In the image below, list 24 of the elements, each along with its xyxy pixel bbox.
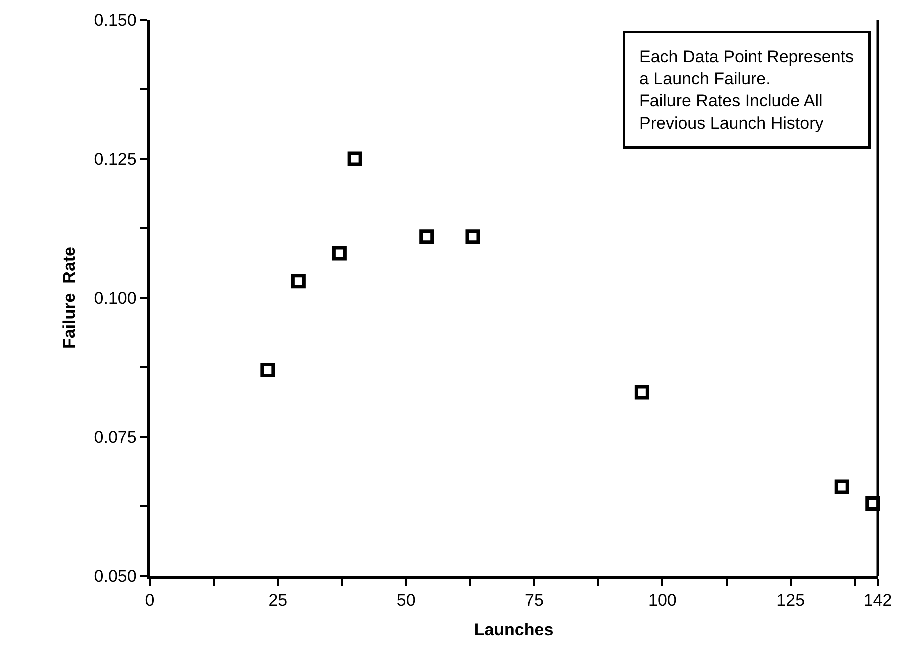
- point: [348, 152, 362, 166]
- x-tick-label: 25: [268, 591, 288, 610]
- x-tick-label: 75: [525, 591, 544, 610]
- point: [834, 480, 850, 494]
- point: [291, 274, 306, 289]
- annotation: Each Data Point Represents a Launch Failure. Failure Rates Include All Previous Launch History: [640, 48, 854, 133]
- y-axis-title: Failure Rate: [60, 246, 79, 350]
- point: [260, 363, 276, 378]
- x-tick-label: 125: [776, 591, 806, 610]
- y-tick-label: 0.150: [94, 10, 137, 30]
- x-tick-label: 50: [396, 591, 416, 610]
- x-tick-label: 0: [145, 591, 155, 610]
- point: [634, 385, 650, 400]
- y-tick-label: 0.100: [94, 288, 137, 308]
- point: [332, 246, 347, 261]
- x-tick-label: 100: [648, 591, 677, 610]
- x-axis-title: Launches: [474, 620, 554, 640]
- point: [866, 496, 880, 511]
- point: [420, 230, 434, 244]
- y-tick-label: 0.050: [94, 566, 137, 586]
- y-tick-label: 0.075: [94, 428, 137, 447]
- x-tick-label: 142: [864, 591, 892, 610]
- y-tick-label: 0.125: [94, 150, 137, 169]
- point: [466, 230, 480, 244]
